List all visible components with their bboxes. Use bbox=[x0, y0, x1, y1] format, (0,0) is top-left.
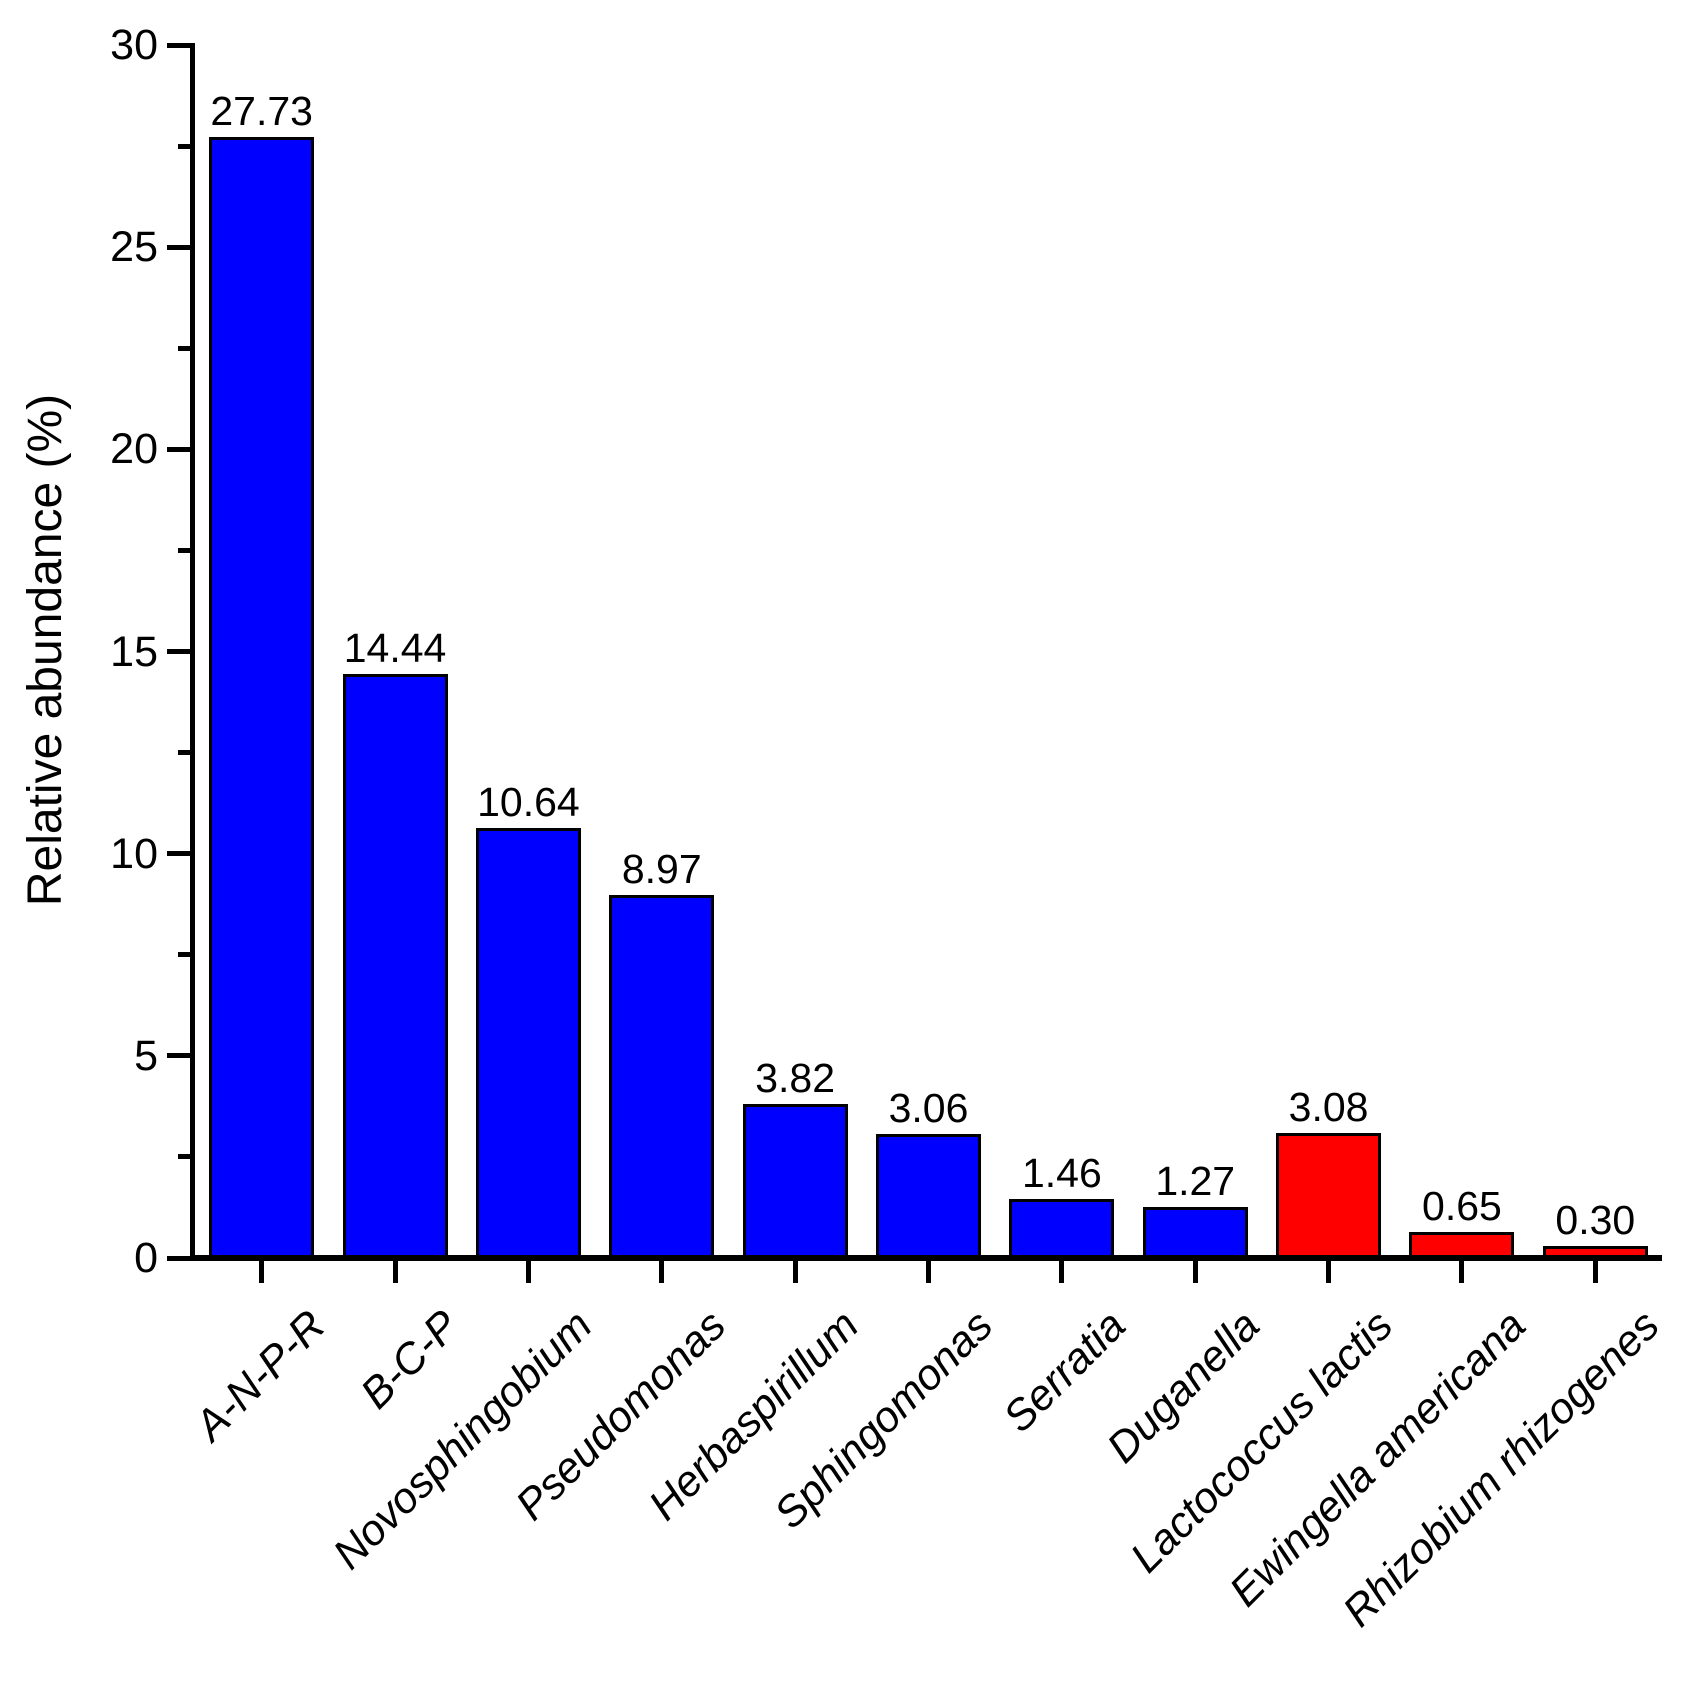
y-tick-label: 30 bbox=[110, 21, 158, 69]
bar bbox=[1009, 1198, 1115, 1258]
x-tick bbox=[259, 1260, 265, 1283]
x-tick bbox=[926, 1260, 931, 1283]
x-tick bbox=[1592, 1260, 1598, 1283]
x-tick bbox=[792, 1260, 798, 1283]
x-tick bbox=[659, 1260, 665, 1283]
bar-value-label: 10.64 bbox=[477, 778, 580, 825]
bar bbox=[742, 1103, 848, 1258]
y-tick-label: 0 bbox=[134, 1234, 158, 1282]
x-axis bbox=[190, 1255, 1662, 1261]
bar bbox=[609, 895, 715, 1258]
x-tick-label: A-N-P-R bbox=[186, 1301, 335, 1451]
y-tick-label: 10 bbox=[110, 829, 158, 878]
y-minor-tick bbox=[178, 1154, 190, 1160]
y-major-tick bbox=[167, 851, 190, 857]
y-minor-tick bbox=[178, 547, 190, 553]
bar bbox=[342, 674, 448, 1258]
bar-value-label: 8.97 bbox=[621, 846, 702, 893]
bar bbox=[1409, 1231, 1515, 1258]
bar-value-label: 3.08 bbox=[1288, 1084, 1369, 1131]
y-tick-label: 5 bbox=[134, 1031, 158, 1080]
bar bbox=[1542, 1245, 1648, 1258]
bar-value-label: 0.65 bbox=[1422, 1182, 1502, 1229]
y-major-tick bbox=[167, 244, 190, 250]
x-tick-label: Novosphingobium bbox=[324, 1301, 602, 1579]
x-tick bbox=[525, 1260, 531, 1283]
y-major-tick bbox=[167, 649, 190, 654]
y-minor-tick bbox=[178, 750, 190, 756]
bar bbox=[1142, 1206, 1248, 1258]
bar-value-label: 1.46 bbox=[1021, 1149, 1102, 1196]
bar bbox=[475, 827, 581, 1258]
y-minor-tick bbox=[178, 143, 190, 149]
x-tick-label: B-C-P bbox=[351, 1301, 469, 1419]
bar bbox=[209, 136, 315, 1258]
y-minor-tick bbox=[178, 345, 190, 351]
y-major-tick bbox=[167, 446, 190, 452]
bar-value-label: 14.44 bbox=[343, 625, 447, 672]
y-tick-label: 15 bbox=[110, 627, 158, 676]
y-axis bbox=[190, 43, 195, 1261]
bar-value-label: 3.82 bbox=[755, 1054, 836, 1101]
x-tick bbox=[1326, 1260, 1332, 1283]
y-tick-label: 20 bbox=[110, 425, 158, 474]
y-major-tick bbox=[167, 42, 190, 48]
bar-value-label: 0.30 bbox=[1555, 1196, 1636, 1243]
x-tick bbox=[1192, 1260, 1198, 1283]
y-major-tick bbox=[167, 1255, 190, 1261]
bar-value-label: 27.73 bbox=[210, 87, 313, 134]
bar bbox=[1276, 1133, 1382, 1258]
bar-value-label: 1.27 bbox=[1155, 1157, 1236, 1204]
x-tick bbox=[1459, 1260, 1465, 1283]
x-tick bbox=[1059, 1260, 1065, 1283]
bar-value-label: 3.06 bbox=[888, 1085, 969, 1132]
y-major-tick bbox=[167, 1053, 190, 1059]
x-tick-label: Serratia bbox=[994, 1301, 1136, 1442]
x-tick bbox=[392, 1260, 398, 1283]
y-tick-label: 25 bbox=[110, 223, 158, 272]
bar bbox=[876, 1134, 981, 1258]
y-minor-tick bbox=[178, 952, 190, 958]
